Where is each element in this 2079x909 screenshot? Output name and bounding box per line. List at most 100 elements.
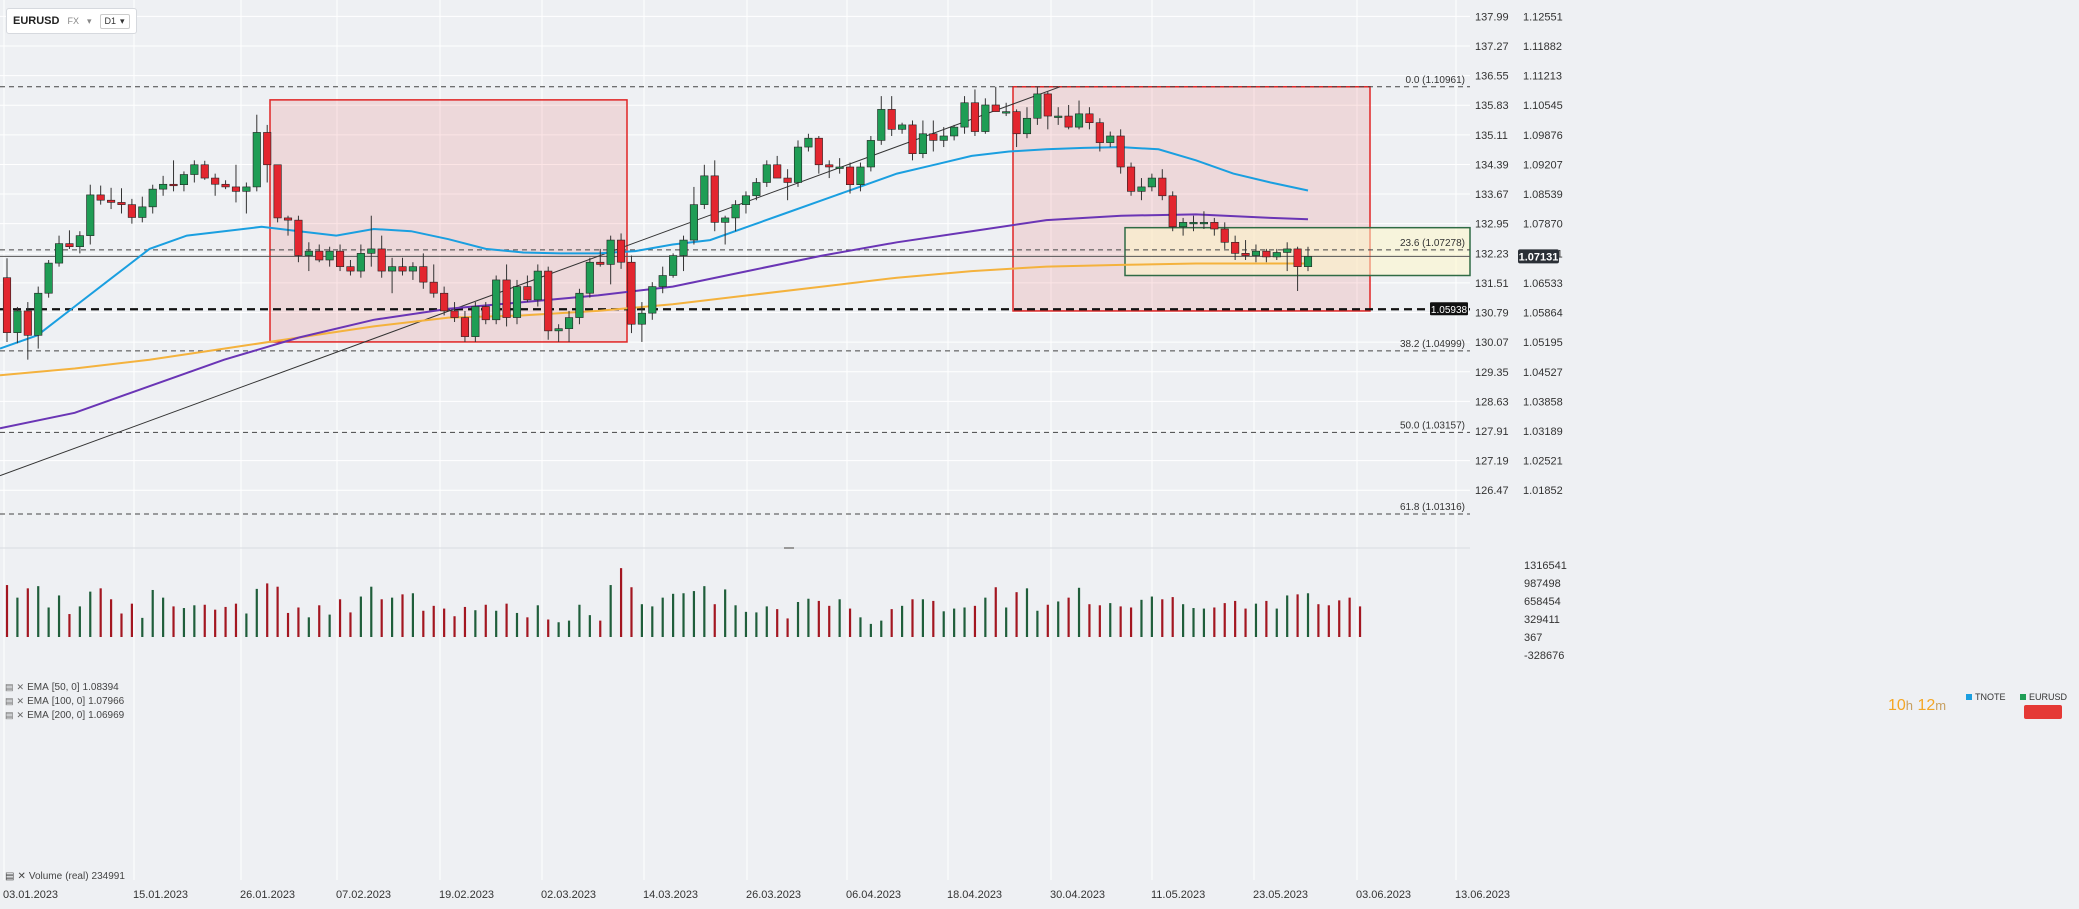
zone-rectangle: [269, 99, 628, 343]
candle-body: [336, 250, 345, 267]
legend-eurusd[interactable]: EURUSD: [2020, 692, 2067, 702]
indicator-ema-50[interactable]: ▤ ✕ EMA [50, 0] 1.08394: [5, 682, 119, 693]
indicator-ema-100[interactable]: ▤ ✕ EMA [100, 0] 1.07966: [5, 696, 124, 707]
candle-body: [1074, 113, 1084, 128]
candle: [1262, 248, 1271, 263]
settings-icon[interactable]: ▤: [5, 871, 15, 882]
timer-minutes: 12: [1917, 697, 1936, 714]
candle: [13, 306, 22, 344]
symbol-label[interactable]: EURUSD: [13, 15, 60, 27]
right-axis-tick-label: 1.05864: [1523, 308, 1563, 320]
candle-body: [1043, 93, 1052, 117]
candle-body: [846, 166, 855, 186]
candle-body: [731, 204, 740, 219]
date-tick-label: 30.04.2023: [1050, 889, 1105, 901]
candle: [908, 120, 917, 161]
timer-hours-unit: h: [1905, 698, 1914, 713]
candle: [2, 258, 12, 342]
settings-icon[interactable]: ▤: [5, 696, 14, 706]
candle: [866, 135, 875, 172]
candle: [814, 135, 823, 174]
indicator-ema-200[interactable]: ▤ ✕ EMA [200, 0] 1.06969: [5, 710, 124, 721]
candle: [1210, 217, 1219, 236]
candle: [429, 264, 438, 298]
candle-body: [512, 286, 522, 318]
candle-body: [752, 182, 761, 197]
candle: [1002, 102, 1011, 117]
candle-body: [804, 137, 813, 148]
candle: [1137, 178, 1146, 201]
quote-badge[interactable]: [2024, 705, 2062, 719]
volume-mode: (real): [65, 871, 89, 882]
candle-body: [908, 124, 917, 154]
indicator-value: 1.08394: [82, 682, 119, 693]
timer-minutes-unit: m: [1935, 698, 1947, 713]
candle: [887, 96, 896, 136]
support-label: 1.05938: [1431, 305, 1468, 316]
candle-body: [825, 164, 834, 168]
chevron-down-icon[interactable]: ▾: [86, 15, 92, 26]
candle-body: [835, 166, 844, 169]
candle-body: [1199, 222, 1208, 225]
symbol-toolbar[interactable]: EURUSD FX ▾ D1 ▾: [6, 8, 137, 34]
candle-body: [1002, 111, 1011, 114]
candle: [1158, 169, 1167, 201]
candle: [1012, 109, 1021, 148]
candle: [1303, 246, 1313, 272]
settings-icon[interactable]: ▤: [5, 682, 14, 692]
candle: [710, 160, 719, 232]
close-icon[interactable]: ✕: [16, 710, 25, 720]
candle-body: [1158, 177, 1167, 197]
candle-body: [1303, 256, 1313, 267]
date-tick-label: 13.06.2023: [1455, 889, 1510, 901]
candle: [585, 257, 594, 298]
candle-body: [169, 183, 178, 187]
timeframe-select[interactable]: D1 ▾: [99, 13, 130, 29]
candle: [689, 186, 698, 245]
right-axis-tick-label: 1.05195: [1523, 337, 1563, 349]
candle: [898, 122, 907, 134]
date-tick-label: 14.03.2023: [643, 889, 698, 901]
candle-body: [1179, 222, 1188, 228]
candle: [148, 184, 157, 214]
candle: [1241, 240, 1250, 260]
candle: [356, 244, 365, 278]
candle: [554, 324, 563, 342]
legend-tnote[interactable]: TNOTE: [1966, 692, 2006, 702]
date-tick-label: 26.01.2023: [240, 889, 295, 901]
date-tick-label: 18.04.2023: [947, 889, 1002, 901]
candle: [315, 244, 324, 263]
candle: [544, 266, 553, 340]
candle: [117, 188, 126, 214]
candle-body: [939, 135, 948, 141]
candle: [86, 184, 95, 245]
candle: [721, 215, 730, 245]
candle: [179, 171, 188, 192]
candle: [450, 302, 459, 323]
candle: [75, 231, 84, 254]
candle-body: [1220, 228, 1229, 243]
right-axis-tick-label: 1.12551: [1523, 11, 1563, 23]
close-icon[interactable]: ✕: [16, 682, 25, 692]
candle-body: [107, 199, 116, 203]
candle: [793, 140, 803, 187]
candle-body: [471, 306, 480, 337]
left-axis-tick-label: 131.51: [1475, 278, 1509, 290]
candle-body: [783, 177, 792, 183]
candle: [65, 230, 74, 249]
volume-axis-tick-label: 329411: [1524, 614, 1560, 626]
volume-value: 234991: [91, 871, 125, 882]
left-axis-tick-label: 137.27: [1475, 41, 1509, 53]
close-icon[interactable]: ✕: [17, 871, 26, 882]
candle-body: [242, 186, 251, 192]
left-axis-tick-label: 137.99: [1475, 11, 1509, 23]
candle-body: [34, 292, 43, 336]
left-axis-tick-label: 130.07: [1475, 337, 1509, 349]
indicator-volume[interactable]: ▤ ✕ Volume (real) 234991: [5, 871, 125, 882]
candle-body: [887, 109, 896, 130]
settings-icon[interactable]: ▤: [5, 710, 14, 720]
candle-body: [138, 206, 147, 218]
close-icon[interactable]: ✕: [16, 696, 25, 706]
indicator-params: [200, 0]: [51, 710, 86, 721]
